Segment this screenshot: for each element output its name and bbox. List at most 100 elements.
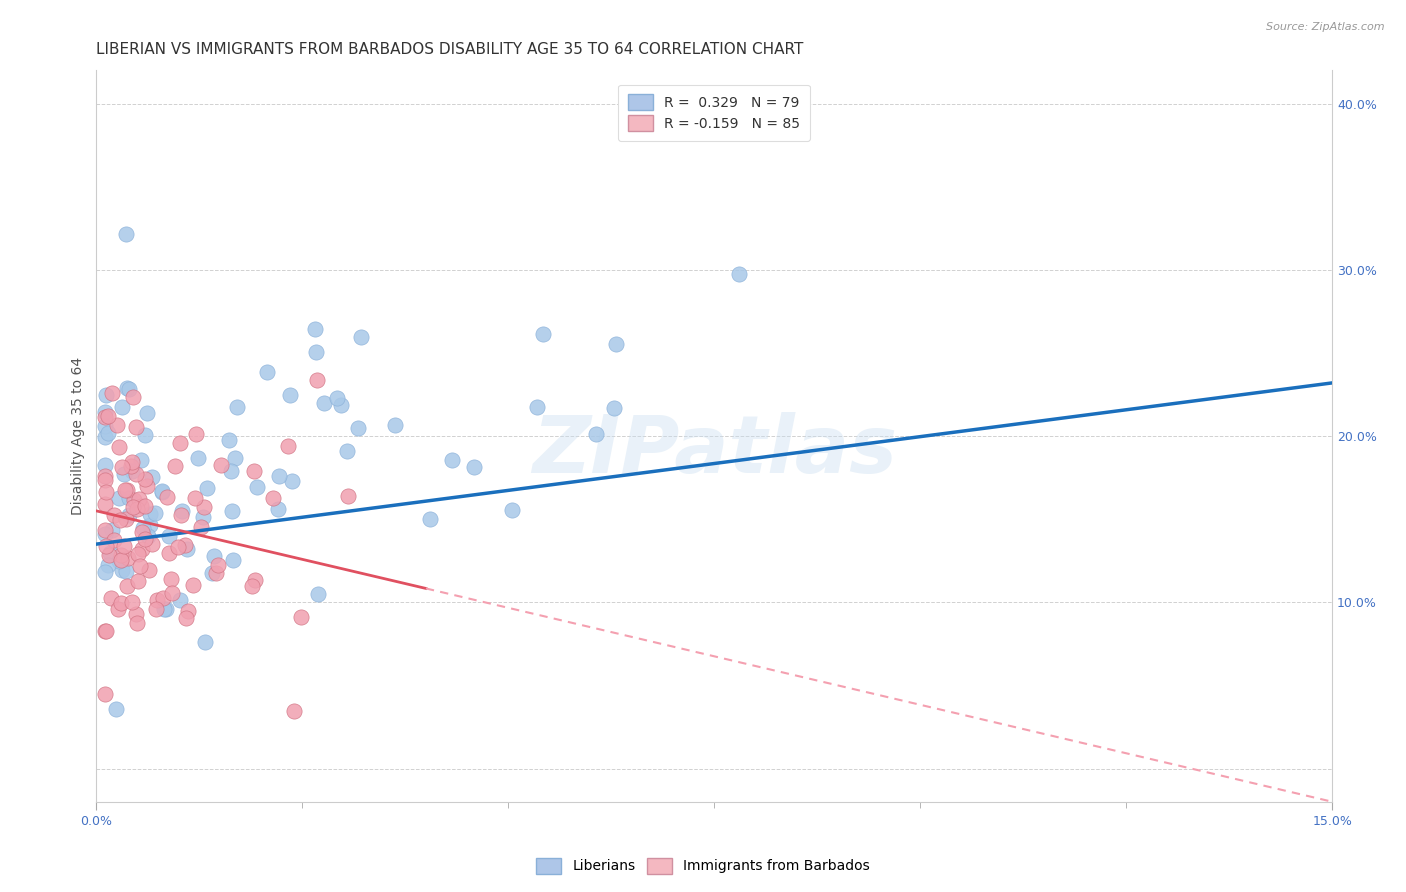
Point [166, 540, 188, 554]
Point [463, 459, 485, 474]
Point [136, 478, 159, 492]
Point [94, 624, 117, 638]
Point [93, 526, 115, 541]
Point [307, 373, 329, 387]
Point [305, 345, 328, 359]
Point [125, 607, 148, 622]
Point [225, 400, 247, 414]
Point [193, 510, 215, 524]
Point [121, 390, 143, 404]
Point [93, 409, 115, 424]
Point [141, 470, 163, 484]
Point [242, 579, 264, 593]
Point [121, 595, 143, 609]
Point [122, 500, 145, 514]
Point [127, 547, 149, 561]
Point [218, 433, 240, 447]
Point [125, 502, 148, 516]
Point [156, 490, 179, 504]
Point [181, 578, 204, 592]
Point [262, 491, 284, 505]
Point [501, 503, 523, 517]
Point [93, 405, 115, 419]
Point [330, 398, 353, 412]
Point [134, 532, 156, 546]
Point [110, 596, 132, 610]
Point [347, 421, 370, 435]
Point [290, 610, 312, 624]
Point [110, 553, 132, 567]
Legend: R =  0.329   N = 79, R = -0.159   N = 85: R = 0.329 N = 79, R = -0.159 N = 85 [619, 85, 810, 141]
Point [267, 468, 290, 483]
Point [96, 387, 118, 401]
Point [195, 481, 218, 495]
Point [134, 472, 156, 486]
Point [136, 529, 159, 543]
Point [94, 485, 117, 500]
Point [110, 400, 132, 414]
Point [93, 468, 115, 483]
Point [177, 604, 200, 618]
Point [94, 539, 117, 553]
Point [129, 558, 152, 573]
Point [98, 546, 121, 560]
Point [150, 485, 173, 500]
Point [174, 611, 197, 625]
Point [115, 483, 138, 497]
Point [243, 573, 266, 587]
Point [100, 523, 122, 537]
Point [419, 512, 441, 526]
Point [118, 491, 141, 505]
Point [110, 563, 132, 577]
Point [526, 400, 548, 414]
Point [283, 704, 305, 718]
Point [103, 533, 125, 547]
Point [728, 267, 751, 281]
Point [221, 504, 243, 518]
Point [127, 615, 149, 630]
Point [160, 586, 183, 600]
Point [93, 687, 115, 701]
Point [97, 426, 120, 441]
Point [93, 419, 115, 434]
Point [97, 558, 120, 572]
Point [105, 418, 128, 433]
Point [243, 463, 266, 477]
Point [221, 553, 243, 567]
Point [304, 322, 326, 336]
Point [170, 508, 193, 523]
Point [131, 542, 153, 557]
Point [110, 548, 132, 562]
Point [128, 491, 150, 506]
Point [112, 539, 135, 553]
Point [103, 508, 125, 522]
Point [108, 554, 131, 568]
Point [384, 417, 406, 432]
Point [121, 455, 143, 469]
Point [115, 227, 138, 241]
Point [141, 537, 163, 551]
Point [169, 435, 191, 450]
Point [157, 545, 180, 559]
Point [124, 419, 146, 434]
Point [307, 587, 329, 601]
Point [176, 542, 198, 557]
Point [139, 507, 162, 521]
Point [107, 440, 129, 454]
Point [118, 382, 141, 396]
Point [155, 602, 177, 616]
Point [184, 427, 207, 442]
Point [603, 401, 626, 415]
Point [531, 326, 554, 341]
Point [100, 591, 122, 606]
Text: LIBERIAN VS IMMIGRANTS FROM BARBADOS DISABILITY AGE 35 TO 64 CORRELATION CHART: LIBERIAN VS IMMIGRANTS FROM BARBADOS DIS… [97, 42, 804, 57]
Point [121, 458, 143, 473]
Text: Source: ZipAtlas.com: Source: ZipAtlas.com [1267, 22, 1385, 32]
Point [174, 538, 197, 552]
Text: ZIPatlas: ZIPatlas [531, 412, 897, 490]
Point [441, 452, 464, 467]
Point [131, 525, 153, 540]
Point [280, 475, 302, 489]
Point [336, 489, 359, 503]
Point [193, 500, 215, 514]
